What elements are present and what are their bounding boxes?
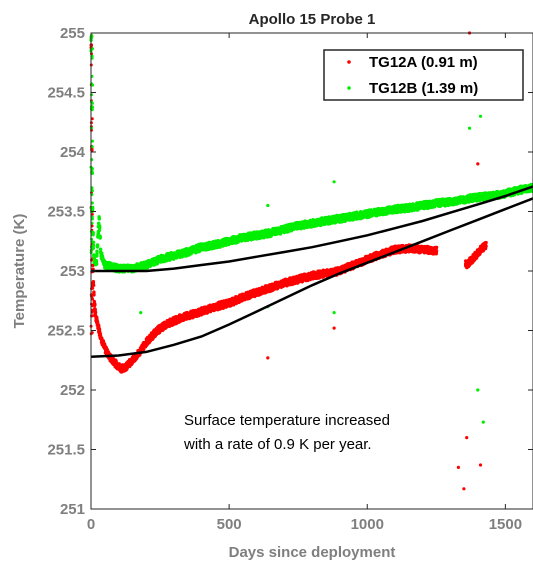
data-point (93, 307, 98, 312)
outlier-point (478, 463, 483, 467)
data-point (97, 228, 102, 232)
data-point (91, 233, 95, 237)
data-point (484, 240, 488, 245)
data-point (90, 212, 94, 216)
data-point (98, 247, 103, 251)
series-tg12b (89, 33, 533, 424)
data-point (92, 291, 96, 296)
data-point (90, 117, 94, 121)
data-point (95, 315, 99, 320)
data-point (434, 249, 439, 253)
data-point (484, 244, 488, 248)
data-point (97, 216, 101, 220)
data-point (98, 332, 103, 336)
plot-background (91, 33, 533, 509)
points-layer (89, 31, 533, 491)
data-point (92, 299, 97, 304)
data-point (94, 259, 99, 263)
chart-title: Apollo 15 Probe 1 (249, 11, 376, 28)
data-point (434, 245, 439, 250)
series-tg12a (89, 31, 488, 491)
data-point (91, 304, 95, 308)
data-point (97, 328, 102, 332)
data-point (94, 261, 99, 266)
data-point (98, 224, 102, 228)
outlier-point (266, 356, 270, 360)
data-point (93, 310, 98, 315)
data-point (91, 263, 95, 268)
data-point (91, 314, 95, 318)
outlier-point (476, 162, 480, 166)
data-point (96, 231, 101, 235)
data-point (95, 244, 100, 249)
outlier-point (332, 326, 336, 330)
data-point (90, 308, 94, 312)
data-point (91, 281, 94, 285)
data-point (93, 302, 97, 306)
plot-area (89, 31, 533, 510)
outlier-point (462, 487, 466, 491)
outlier-point (456, 465, 460, 469)
data-point (98, 235, 102, 239)
data-point (95, 251, 99, 256)
outlier-point (465, 436, 469, 440)
